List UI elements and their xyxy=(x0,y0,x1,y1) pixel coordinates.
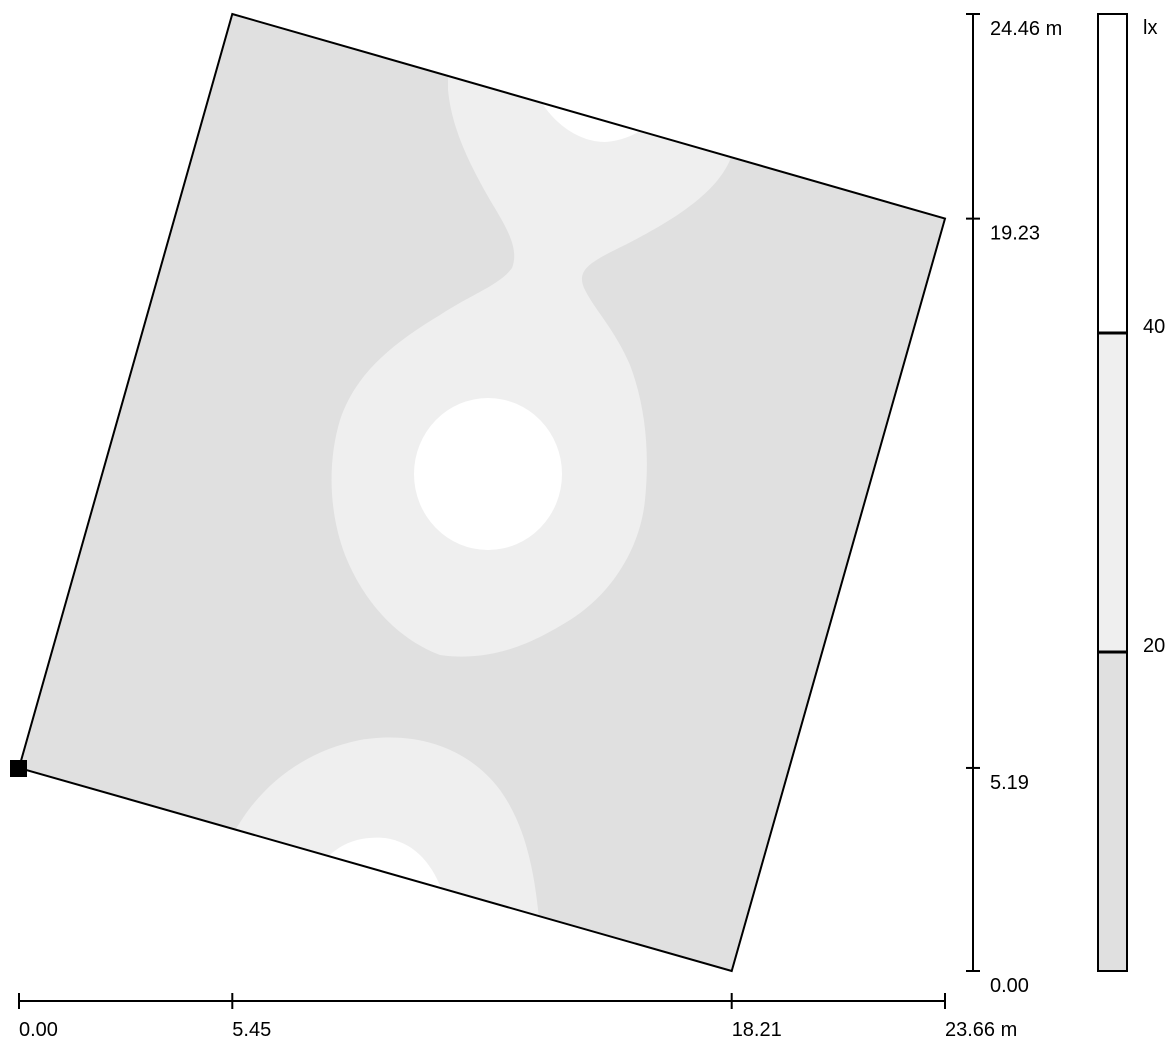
legend-frame xyxy=(1097,13,1128,972)
legend-level-label: 20 xyxy=(1143,635,1165,657)
legend: 20 40 lx xyxy=(1097,13,1165,972)
y-tick-label: 0.00 xyxy=(990,975,1029,997)
contour-band-over-40-center xyxy=(414,398,562,550)
x-axis: 0.00 5.45 18.21 23.66 m xyxy=(18,993,1017,1040)
x-tick-label: 23.66 m xyxy=(945,1019,1017,1040)
legend-level-label: 40 xyxy=(1143,316,1165,338)
origin-marker xyxy=(10,760,27,777)
y-tick-label: 5.19 xyxy=(990,772,1029,794)
legend-band xyxy=(1098,14,1127,333)
legend-band xyxy=(1098,652,1127,971)
legend-unit: lx xyxy=(1143,17,1157,39)
x-tick-label: 5.45 xyxy=(232,1019,271,1040)
y-axis: 0.00 5.19 19.23 24.46 m xyxy=(966,13,1062,997)
room-outline xyxy=(17,12,947,973)
legend-band xyxy=(1098,333,1127,652)
y-tick-label: 19.23 xyxy=(990,223,1040,245)
x-tick-label: 0.00 xyxy=(19,1019,58,1040)
y-tick-label: 24.46 m xyxy=(990,18,1062,40)
x-tick-label: 18.21 xyxy=(732,1019,782,1040)
room-area xyxy=(10,12,947,973)
